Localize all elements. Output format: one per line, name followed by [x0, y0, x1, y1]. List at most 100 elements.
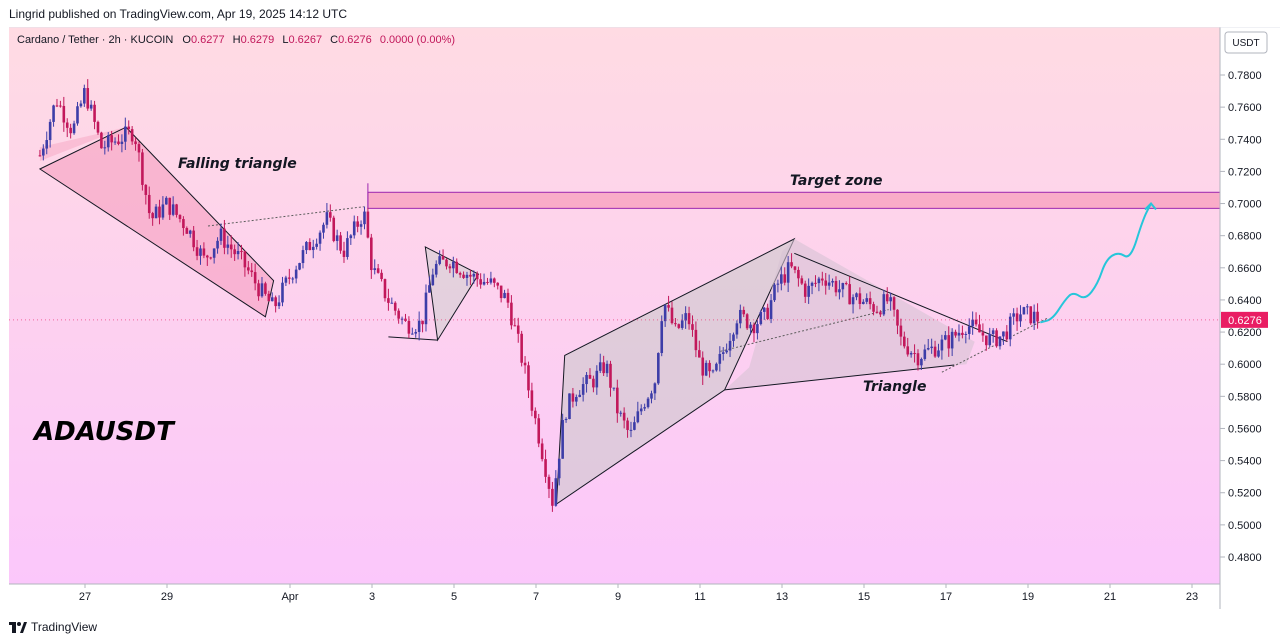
candle-bear — [158, 206, 161, 218]
legend-high: 0.6279 — [241, 34, 275, 46]
tradingview-logo[interactable]: TradingView — [9, 620, 97, 634]
candle-bull — [646, 398, 650, 408]
candle-bear — [527, 365, 530, 391]
candle-bull — [663, 305, 667, 322]
price-tick-label: 0.5600 — [1228, 423, 1262, 435]
candle-bear — [790, 262, 793, 267]
candle-bull — [923, 349, 927, 359]
candle-bull — [359, 224, 363, 227]
candle-bear — [496, 282, 500, 286]
candle-bear — [814, 282, 817, 284]
candle-bear — [701, 357, 705, 376]
candle-bull — [489, 278, 493, 283]
candle-bear — [229, 244, 233, 250]
candle-bull — [909, 353, 913, 355]
candle-bull — [83, 88, 86, 104]
candle-bull — [851, 297, 855, 305]
candle-bull — [967, 326, 971, 334]
candle-bear — [147, 194, 151, 214]
target-zone-label: Target zone — [790, 173, 883, 189]
candle-bear — [458, 273, 462, 275]
candle-bear — [475, 273, 479, 280]
candle-bull — [298, 263, 301, 270]
candle-bear — [137, 144, 141, 153]
price-chart[interactable]: 0.7800 0.7600 0.7400 0.7200 0.7000 0.6800 0.66… — [0, 27, 1280, 609]
candles — [38, 79, 1039, 512]
candle-bear — [274, 297, 277, 307]
candle-bear — [800, 278, 804, 284]
tradingview-logo-icon — [9, 621, 27, 633]
candle-bear — [96, 121, 100, 133]
candle-bull — [650, 393, 653, 399]
candle-bull — [660, 321, 664, 354]
candle-bull — [735, 323, 739, 335]
falling-triangle-label: Falling triangle — [178, 156, 297, 172]
chart-area[interactable]: 0.7800 0.7600 0.7400 0.7200 0.7000 0.6800 0.66… — [0, 27, 1280, 609]
candle-bear — [981, 332, 985, 336]
currency-button[interactable] — [1224, 31, 1268, 54]
candle-bear — [62, 105, 66, 123]
candle-bear — [670, 307, 674, 324]
candle-bear — [947, 335, 951, 349]
candle-bull — [482, 281, 486, 285]
candle-bear — [698, 350, 701, 358]
currency-label: USDT — [1232, 38, 1259, 49]
candle-bear — [834, 280, 838, 293]
candle-bull — [161, 204, 165, 218]
candle-bull — [503, 292, 506, 299]
candle-bull — [301, 250, 305, 264]
time-tick-label: 11 — [694, 591, 705, 603]
candle-bear — [1029, 306, 1033, 324]
candle-bull — [810, 282, 814, 286]
candle-bull — [452, 261, 455, 269]
candle-bear — [571, 393, 575, 402]
price-tick-label: 0.6800 — [1228, 231, 1262, 243]
time-tick-label: 13 — [776, 591, 788, 603]
candle-bear — [308, 242, 312, 251]
candle-bull — [281, 282, 284, 303]
candle-bear — [130, 129, 134, 142]
candle-bear — [209, 257, 213, 259]
candle-bear — [616, 387, 619, 414]
candle-bull — [212, 248, 216, 258]
candle-bear — [708, 362, 711, 372]
candle-bear — [288, 277, 291, 279]
candle-bull — [48, 121, 52, 141]
small-triangle-shape — [424, 246, 480, 342]
candle-bear — [264, 283, 267, 294]
candle-bull — [124, 126, 127, 142]
time-axis: 27 29 Apr 3 5 7 9 11 13 15 17 19 21 23 — [79, 584, 1198, 603]
candle-bear — [192, 230, 195, 248]
falling-triangle-shape — [38, 126, 275, 318]
candle-bull — [865, 298, 869, 302]
time-tick-label: 9 — [615, 591, 621, 603]
candle-bear — [65, 122, 69, 128]
candle-bear — [1015, 313, 1019, 322]
candle-bull — [42, 148, 45, 156]
candle-bull — [838, 289, 841, 293]
footer: TradingView — [0, 609, 1280, 643]
candle-bear — [510, 302, 513, 326]
time-tick-label: 7 — [533, 591, 539, 603]
candle-bear — [766, 307, 769, 319]
candle-bear — [803, 283, 807, 297]
candle-bear — [240, 251, 243, 253]
candle-bull — [1026, 306, 1029, 308]
candle-bull — [76, 106, 79, 124]
candle-bull — [106, 135, 110, 148]
candle-bear — [257, 283, 260, 297]
small-triangle-base — [388, 336, 438, 341]
target-zone — [367, 191, 1221, 209]
candle-bear — [974, 319, 978, 325]
candle-bull — [154, 206, 158, 219]
candle-bear — [622, 412, 626, 421]
candle-bull — [595, 370, 599, 388]
candle-bear — [185, 228, 189, 234]
time-tick-label: 27 — [79, 591, 91, 603]
candle-bull — [561, 420, 564, 459]
candle-bear — [844, 283, 848, 285]
candle-bull — [780, 274, 783, 284]
candle-bull — [400, 318, 404, 320]
candle-bull — [363, 211, 366, 225]
candle-bull — [113, 141, 117, 143]
